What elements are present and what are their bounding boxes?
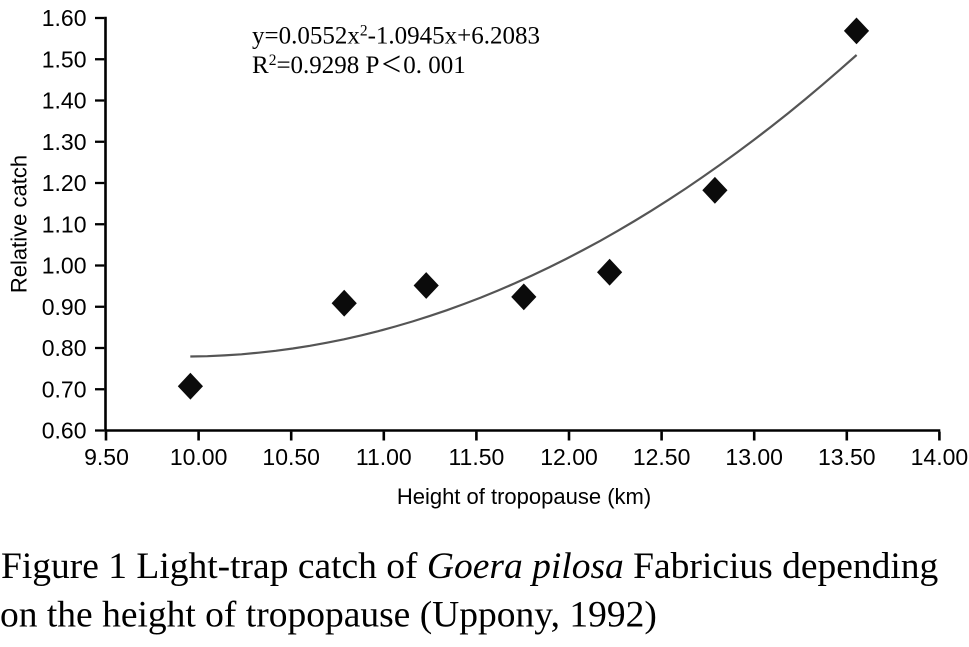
svg-text:Figure 1 Light-trap catch of G: Figure 1 Light-trap catch of Goera pilos…: [1, 546, 939, 587]
svg-text:Relative catch: Relative catch: [7, 155, 32, 293]
svg-text:1.30: 1.30: [42, 129, 87, 155]
svg-text:13.00: 13.00: [725, 444, 783, 470]
svg-text:on the height of tropopause (U: on the height of tropopause (Uppony, 199…: [0, 595, 657, 636]
svg-text:Height of tropopause (km): Height of tropopause (km): [397, 484, 651, 509]
svg-text:1.00: 1.00: [42, 253, 87, 279]
svg-text:0.70: 0.70: [42, 376, 87, 402]
svg-text:R2=0.9298 P<0. 001: R2=0.9298 P<0. 001: [252, 44, 466, 83]
svg-text:1.40: 1.40: [42, 88, 87, 114]
svg-text:1.10: 1.10: [42, 211, 87, 237]
svg-text:10.50: 10.50: [262, 444, 320, 470]
svg-text:1.60: 1.60: [42, 5, 87, 31]
svg-text:12.00: 12.00: [540, 444, 598, 470]
svg-text:y=0.0552x2-1.0945x+6.2083: y=0.0552x2-1.0945x+6.2083: [252, 22, 540, 49]
svg-text:0.80: 0.80: [42, 335, 87, 361]
svg-text:10.00: 10.00: [170, 444, 228, 470]
svg-text:11.50: 11.50: [448, 444, 504, 470]
svg-text:9.50: 9.50: [84, 444, 129, 470]
svg-text:12.50: 12.50: [633, 444, 691, 470]
svg-text:0.90: 0.90: [42, 294, 87, 320]
svg-text:13.50: 13.50: [818, 444, 876, 470]
svg-text:11.00: 11.00: [356, 444, 412, 470]
svg-text:0.60: 0.60: [42, 418, 87, 444]
svg-text:1.50: 1.50: [42, 46, 87, 72]
svg-text:1.20: 1.20: [42, 170, 87, 196]
svg-text:14.00: 14.00: [911, 444, 969, 470]
